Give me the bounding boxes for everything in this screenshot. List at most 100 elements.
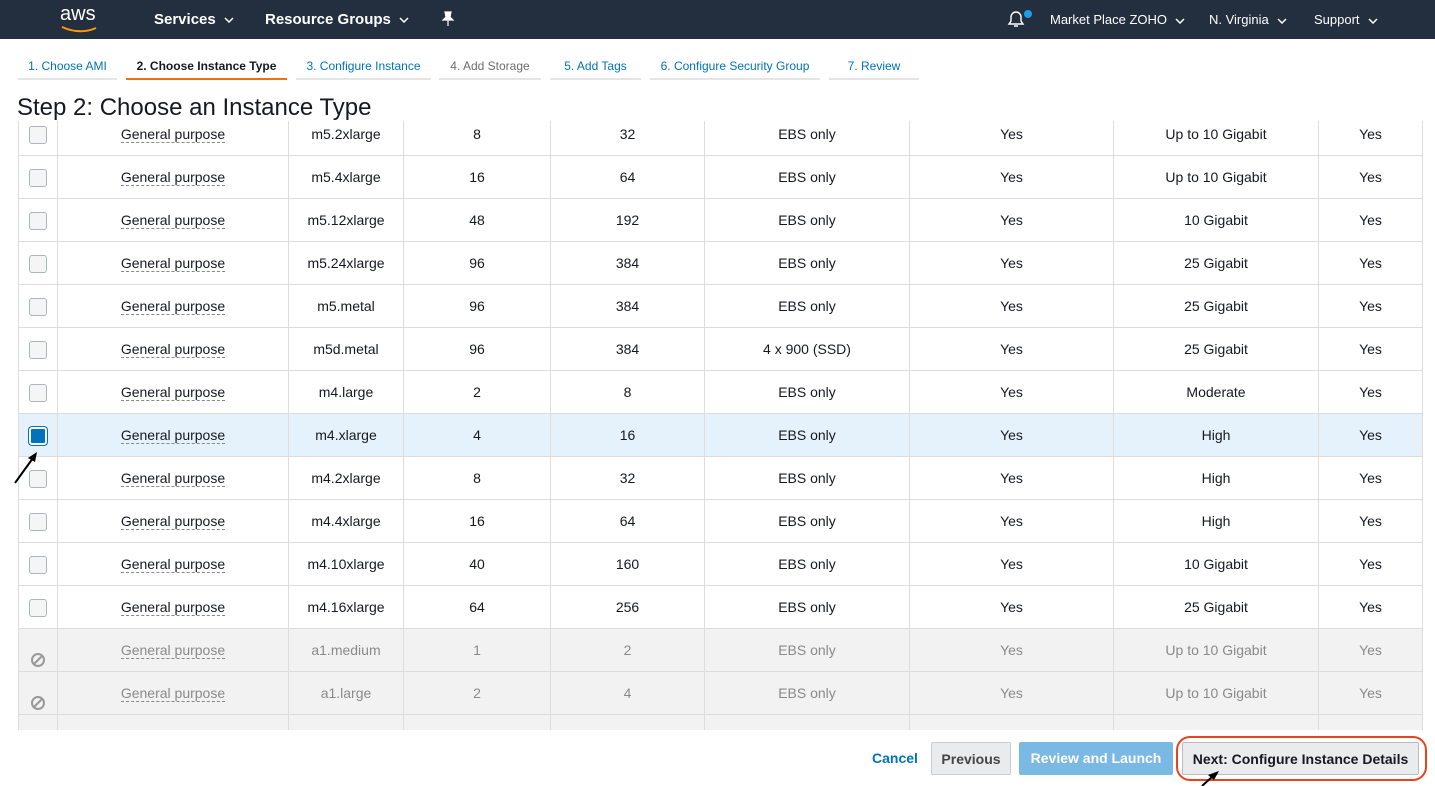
- table-cell: a1.medium: [289, 629, 404, 671]
- cell-text: 64: [469, 599, 485, 615]
- table-cell: 4 x 900 (SSD): [705, 328, 910, 370]
- row-checkbox[interactable]: [29, 384, 47, 402]
- wizard-tab[interactable]: 3. Configure Instance: [296, 52, 431, 80]
- region-label: N. Virginia: [1209, 12, 1269, 27]
- select-cell: [19, 199, 58, 241]
- cell-text: EBS only: [778, 298, 836, 314]
- table-cell: Up to 10 Gigabit: [1114, 121, 1319, 155]
- table-cell: General purpose: [58, 328, 289, 370]
- cell-text: EBS only: [778, 599, 836, 615]
- table-cell: m4.xlarge: [289, 414, 404, 456]
- table-row: General purpose m5.12xlarge 48 192 EBS only Y…: [19, 199, 1422, 242]
- table-cell: 256: [551, 586, 705, 628]
- table-cell: 160: [551, 543, 705, 585]
- table-cell: General purpose: [58, 242, 289, 284]
- row-checkbox[interactable]: [29, 126, 47, 144]
- cell-text: 8: [473, 126, 481, 142]
- cell-text: Yes: [1359, 427, 1382, 443]
- table-cell: EBS only: [705, 199, 910, 241]
- row-checkbox[interactable]: [29, 556, 47, 574]
- row-checkbox[interactable]: [29, 255, 47, 273]
- table-cell: Yes: [1319, 586, 1422, 628]
- table-cell: General purpose: [58, 543, 289, 585]
- previous-button[interactable]: Previous: [931, 742, 1011, 775]
- instance-family: General purpose: [120, 384, 226, 401]
- cell-text: 16: [469, 513, 485, 529]
- row-disabled: [30, 642, 46, 667]
- table-cell: 4: [551, 672, 705, 714]
- table-cell: [551, 715, 705, 730]
- table-cell: 96: [404, 242, 551, 284]
- cell-text: m4.2xlarge: [311, 470, 381, 486]
- notifications-bell[interactable]: [1005, 9, 1033, 29]
- account-label: Market Place ZOHO: [1050, 12, 1168, 27]
- caret: [1368, 18, 1378, 24]
- table-cell: m4.large: [289, 371, 404, 413]
- wizard-tab[interactable]: 7. Review: [829, 52, 919, 80]
- row-checkbox[interactable]: [29, 169, 47, 187]
- cell-text: 160: [615, 556, 640, 572]
- wizard-tab[interactable]: 5. Add Tags: [550, 52, 641, 80]
- services-menu[interactable]: Services: [154, 11, 234, 28]
- table-cell: 384: [551, 242, 705, 284]
- row-checkbox[interactable]: [29, 470, 47, 488]
- cell-text: Yes: [1000, 341, 1023, 357]
- support-label: Support: [1314, 12, 1360, 27]
- wizard-tab[interactable]: 6. Configure Security Group: [650, 52, 820, 80]
- region-menu[interactable]: N. Virginia: [1209, 12, 1287, 27]
- cell-text: Yes: [1359, 384, 1382, 400]
- table-cell: m5.metal: [289, 285, 404, 327]
- top-nav: aws Services Resource Groups Market Plac…: [0, 0, 1435, 39]
- row-checkbox[interactable]: [29, 298, 47, 316]
- wizard-tab[interactable]: 4. Add Storage: [439, 52, 541, 80]
- instance-family: General purpose: [120, 255, 226, 272]
- row-checkbox[interactable]: [29, 513, 47, 531]
- account-menu[interactable]: Market Place ZOHO: [1050, 12, 1185, 27]
- row-checkbox[interactable]: [29, 212, 47, 230]
- select-cell: [19, 156, 58, 198]
- instance-family: General purpose: [120, 599, 226, 616]
- row-checkbox[interactable]: [29, 427, 47, 445]
- table-cell: High: [1114, 414, 1319, 456]
- row-checkbox[interactable]: [29, 599, 47, 617]
- table-row: General purpose m5d.metal 96 384 4 x 900 (SS…: [19, 328, 1422, 371]
- review-launch-button[interactable]: Review and Launch: [1019, 742, 1173, 775]
- wizard-tab[interactable]: 1. Choose AMI: [18, 52, 117, 80]
- cell-text: m5.4xlarge: [311, 169, 381, 185]
- table-cell: [705, 715, 910, 730]
- support-menu[interactable]: Support: [1314, 12, 1378, 27]
- cell-text: 4: [623, 685, 632, 701]
- table-cell: Yes: [1319, 285, 1422, 327]
- table-cell: 1: [404, 629, 551, 671]
- table-cell: 2: [404, 672, 551, 714]
- table-cell: EBS only: [705, 285, 910, 327]
- row-checkbox[interactable]: [29, 341, 47, 359]
- table-cell: [910, 715, 1114, 730]
- next-button[interactable]: Next: Configure Instance Details: [1182, 742, 1419, 775]
- table-cell: EBS only: [705, 543, 910, 585]
- wizard-tab[interactable]: 2. Choose Instance Type: [126, 52, 287, 80]
- table-cell: Yes: [910, 586, 1114, 628]
- table-cell: 8: [551, 371, 705, 413]
- aws-logo[interactable]: aws: [60, 3, 96, 25]
- pin-icon[interactable]: [441, 11, 455, 27]
- cell-text: EBS only: [778, 427, 836, 443]
- table-cell: High: [1114, 457, 1319, 499]
- cancel-button[interactable]: Cancel: [872, 750, 918, 766]
- cell-text: Yes: [1359, 298, 1382, 314]
- table-cell: General purpose: [58, 371, 289, 413]
- row-disabled: [30, 728, 46, 730]
- select-cell: [19, 715, 58, 730]
- table-cell: 25 Gigabit: [1114, 242, 1319, 284]
- table-cell: m5.4xlarge: [289, 156, 404, 198]
- cell-text: EBS only: [778, 169, 836, 185]
- cell-text: Up to 10 Gigabit: [1165, 126, 1267, 142]
- table-cell: 10 Gigabit: [1114, 199, 1319, 241]
- cell-text: 8: [623, 384, 632, 400]
- table-row: General purpose m5.24xlarge 96 384 EBS only Y…: [19, 242, 1422, 285]
- table-cell: 40: [404, 543, 551, 585]
- resource-groups-menu[interactable]: Resource Groups: [265, 11, 409, 28]
- caret: [1277, 18, 1287, 24]
- table-cell: Yes: [1319, 121, 1422, 155]
